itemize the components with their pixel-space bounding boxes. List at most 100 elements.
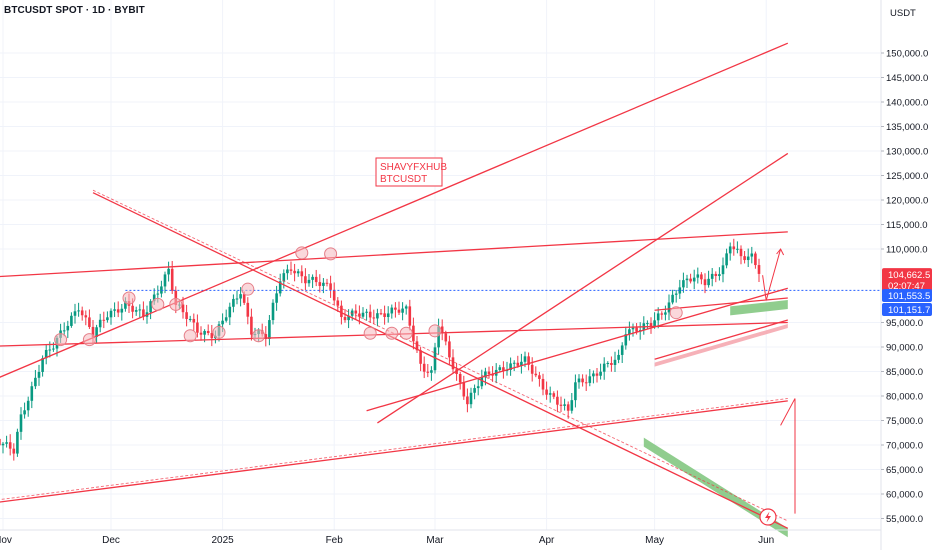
candle-up	[401, 308, 404, 313]
candle-down	[368, 311, 372, 318]
candle-up	[592, 373, 595, 377]
candle-down	[516, 362, 520, 366]
candle-up	[124, 301, 127, 309]
pivot-circle	[428, 324, 442, 338]
candle-down	[102, 319, 106, 321]
candle-down	[584, 382, 588, 384]
symbol-title[interactable]: BTCUSDT SPOT · 1D · BYBIT	[4, 5, 145, 16]
projection-arrowhead	[776, 248, 785, 256]
pivot-circle	[385, 326, 399, 340]
candle-up	[628, 329, 631, 335]
candle-up	[692, 277, 696, 282]
lightning-glyph	[765, 511, 771, 523]
candle-down	[293, 270, 296, 274]
time-tick-label: 2025	[211, 535, 234, 546]
replay-button[interactable]	[759, 508, 777, 526]
candle-up	[480, 377, 484, 387]
candle-down	[8, 442, 12, 449]
drawings-layer	[0, 42, 880, 529]
last-price-tag[interactable]: 104,662.5 02:07:47	[882, 268, 932, 294]
time-axis[interactable]: Nov Dec 2025 Feb Mar Apr May Jun	[0, 529, 881, 546]
level-b-tag[interactable]: 101,151.7	[882, 303, 932, 316]
candle-up	[520, 361, 523, 366]
candle-up	[73, 311, 77, 316]
time-tick-label: Mar	[426, 535, 444, 546]
candle-up	[347, 315, 350, 321]
candle-down	[250, 316, 253, 335]
candle-up	[286, 269, 289, 274]
candle-up	[664, 312, 667, 315]
candle-down	[458, 373, 462, 383]
candle-up	[667, 302, 671, 313]
candle-down	[332, 289, 336, 301]
candle-up	[5, 442, 8, 444]
candle-up	[484, 371, 487, 378]
candle-down	[703, 279, 707, 286]
pivot-circle	[295, 246, 309, 260]
candle-up	[66, 325, 70, 331]
annotation-box[interactable]: SHAVYFXHUB BTCUSDT	[375, 157, 447, 187]
price-tick-label: 65,000.0	[886, 465, 923, 476]
candle-up	[167, 268, 170, 275]
candle-down	[181, 304, 185, 313]
price-tick-label: 130,000.0	[886, 147, 928, 158]
candle-up	[268, 320, 271, 339]
currency-label[interactable]: USDT	[890, 8, 916, 19]
candle-up	[120, 308, 124, 313]
candle-up	[646, 323, 649, 325]
candle-down	[354, 310, 358, 314]
candle-down	[336, 300, 340, 306]
price-tick-label: 145,000.0	[886, 73, 928, 84]
zone-green	[730, 299, 788, 316]
price-tick-label: 75,000.0	[886, 416, 923, 427]
candle-up	[498, 367, 502, 370]
pivot-circle	[252, 329, 266, 343]
time-tick-label: Dec	[102, 535, 120, 546]
candle-down	[541, 378, 545, 390]
candle-up	[523, 356, 527, 362]
candle-up	[376, 313, 379, 319]
price-tick-label: 70,000.0	[886, 441, 923, 452]
price-axis[interactable]: 150,000.0 145,000.0 140,000.0 135,000.0 130,…	[880, 0, 928, 550]
candle-down	[192, 318, 196, 323]
candle-up	[437, 326, 440, 348]
candle-up	[19, 414, 23, 432]
candle-down	[566, 404, 570, 411]
candle-down	[80, 310, 84, 316]
candle-up	[228, 306, 232, 318]
candle-up	[44, 349, 48, 359]
price-tick-label: 95,000.0	[886, 318, 923, 329]
price-tick-label: 115,000.0	[886, 220, 928, 231]
pivot-circle	[122, 291, 136, 305]
candle-down	[451, 357, 455, 370]
price-tick-label: 110,000.0	[886, 245, 928, 256]
candle-up	[653, 320, 656, 327]
pivot-circle	[169, 297, 183, 311]
candle-up	[224, 317, 228, 321]
candle-up	[203, 330, 206, 335]
candle-up	[361, 312, 365, 317]
candle-up	[512, 362, 516, 364]
candle-down	[649, 323, 653, 327]
candle-up	[41, 358, 44, 372]
zones-layer	[643, 299, 788, 538]
candle-down	[88, 317, 91, 327]
candle-down	[325, 282, 329, 284]
dashed-trendline	[0, 398, 788, 501]
candle-down	[534, 373, 538, 376]
candle-down	[264, 334, 268, 339]
candle-down	[491, 374, 494, 376]
candle-up	[728, 246, 732, 254]
level-a-tag[interactable]: 101,553.5	[882, 289, 932, 302]
candle-down	[527, 356, 530, 365]
candle-up	[37, 371, 41, 378]
candle-up	[307, 279, 311, 284]
candle-down	[422, 363, 426, 372]
price-tick-label: 135,000.0	[886, 122, 928, 133]
candle-down	[372, 317, 376, 319]
candle-down	[530, 364, 534, 374]
price-tick-label: 55,000.0	[886, 514, 923, 525]
candle-up	[95, 327, 98, 337]
